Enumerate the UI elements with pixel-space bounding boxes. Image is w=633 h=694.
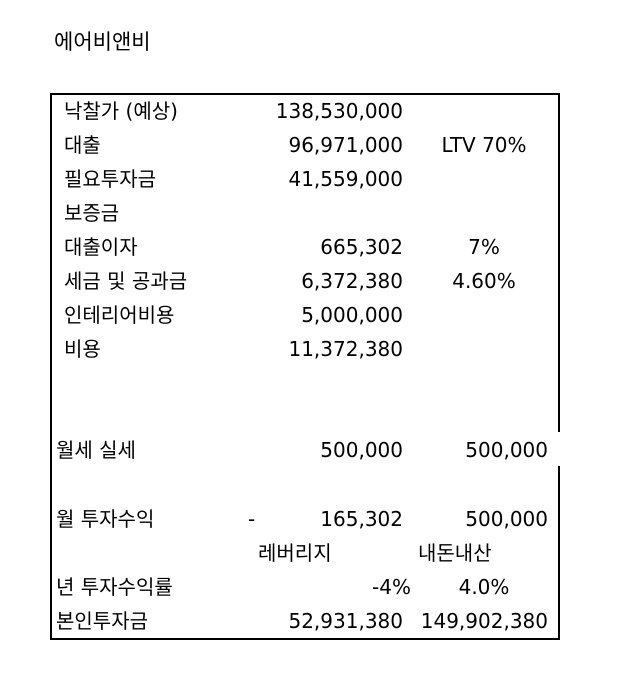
tax-label: 세금 및 공과금 — [64, 269, 188, 293]
loan-value: 96,971,000 — [288, 133, 403, 157]
interest-rate-note: 7% — [468, 235, 500, 259]
border-gap — [552, 432, 564, 466]
cost-value: 11,372,380 — [288, 337, 403, 361]
loan-label: 대출 — [64, 133, 101, 157]
loan-interest-label: 대출이자 — [64, 235, 138, 259]
monthly-return-leverage-value: 165,302 — [320, 507, 403, 531]
own-money-header: 내돈내산 — [418, 541, 492, 565]
bid-price-value: 138,530,000 — [275, 99, 403, 123]
deposit-label: 보증금 — [64, 201, 120, 225]
loan-interest-value: 665,302 — [320, 235, 403, 259]
own-investment-own-value: 149,902,380 — [420, 609, 548, 633]
monthly-rent-leverage-value: 500,000 — [320, 438, 403, 462]
required-investment-label: 필요투자금 — [64, 167, 156, 191]
cost-label: 비용 — [64, 337, 101, 361]
tax-rate-note: 4.60% — [452, 269, 516, 293]
required-investment-value: 41,559,000 — [288, 167, 403, 191]
page-title: 에어비앤비 — [54, 30, 151, 54]
annual-yield-label: 년 투자수익률 — [56, 575, 173, 599]
bid-price-label: 낙찰가 (예상) — [64, 99, 178, 123]
monthly-return-sign: - — [248, 507, 256, 531]
annual-yield-leverage-value: -4% — [372, 575, 411, 599]
monthly-return-own-value: 500,000 — [465, 507, 548, 531]
tax-value: 6,372,380 — [301, 269, 403, 293]
own-investment-label: 본인투자금 — [56, 609, 148, 633]
monthly-rent-label: 월세 실세 — [56, 438, 136, 462]
ltv-note: LTV 70% — [441, 133, 527, 157]
monthly-return-label: 월 투자수익 — [56, 507, 155, 531]
leverage-header: 레버리지 — [258, 541, 332, 565]
calculation-table-border — [50, 93, 560, 640]
interior-value: 5,000,000 — [301, 303, 403, 327]
own-investment-leverage-value: 52,931,380 — [288, 609, 403, 633]
monthly-rent-own-value: 500,000 — [465, 438, 548, 462]
interior-label: 인테리어비용 — [64, 303, 175, 327]
annual-yield-own-value: 4.0% — [458, 575, 510, 599]
